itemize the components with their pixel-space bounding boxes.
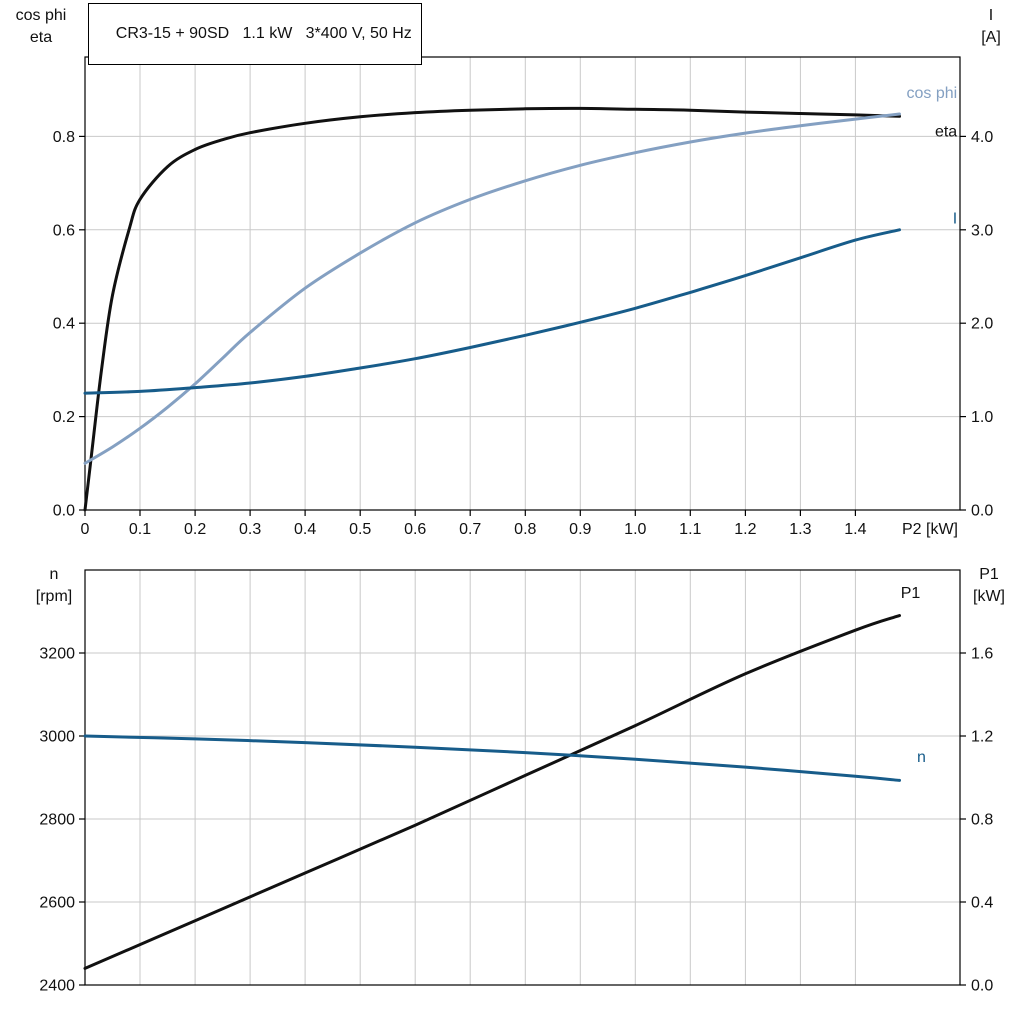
axis-tick-label: 3000 [39,729,75,746]
axis-tick-label: 0.0 [971,978,993,995]
axis-tick-label: 1.3 [789,521,811,538]
axis-tick-label: 1.0 [971,409,993,426]
P1-curve-label: P1 [901,585,921,602]
right-axis-header-top-chart: I [A] [960,5,1022,49]
axis-tick-label: 0.1 [129,521,151,538]
axis-tick-label: 0.3 [239,521,261,538]
axis-header-line: [rpm] [35,588,73,605]
chart-title: CR3-15 + 90SD 1.1 kW 3*400 V, 50 Hz [115,25,412,42]
axis-tick-label: 1.1 [679,521,701,538]
axis-tick-label: 0.0 [971,503,993,520]
plot-frame [84,56,961,511]
plot-frame [84,569,961,986]
axis-header-line: I [988,7,994,24]
axis-tick-label: 0.4 [294,521,316,538]
axis-tick-label: 0.8 [53,129,75,146]
left-axis-header-bottom-chart: n [rpm] [20,564,88,608]
axis-header-line: n [49,566,59,583]
eta-curve [83,106,901,512]
left-axis-header-top-chart: cos phi eta [2,5,80,49]
axis-tick-label: 0.6 [404,521,426,538]
axis-tick-label: 2600 [39,895,75,912]
axis-tick-label: 3.0 [971,222,993,239]
chart-title-box: CR3-15 + 90SD 1.1 kW 3*400 V, 50 Hz [88,3,422,65]
eta-curve-label: eta [935,124,957,141]
P1-curve [83,614,901,970]
axis-tick-label: 0.6 [53,222,75,239]
axis-tick-label: 0.9 [569,521,591,538]
axis-tick-label: 2.0 [971,316,993,333]
axis-tick-label: 0.8 [514,521,536,538]
right-axis-header-bottom-chart: P1 [kW] [956,564,1022,608]
axis-tick-label: 1.2 [734,521,756,538]
axis-tick-label: 1.0 [624,521,646,538]
chart-motor-electrical: 0.0 0.2 0.4 0.6 0.8 0.0 1.0 2.0 3.0 4.0 0 0.1 0.2 0.3… [53,56,993,538]
I-curve-label: I [953,211,957,228]
axis-tick-label: 0 [81,521,90,538]
I-curve [83,228,901,395]
axis-tick-label: 0.2 [184,521,206,538]
cos-phi-curve [83,112,901,465]
axis-tick-label: 0.8 [971,812,993,829]
axis-tick-label: 0.5 [349,521,371,538]
axis-tick-label: 1.4 [844,521,866,538]
chart-speed-power: 2400 2600 2800 3000 3200 0.0 0.4 0.8 1.2 1.6 P1 n [39,569,993,995]
axis-tick-label: 0.7 [459,521,481,538]
axis-tick-label: 2800 [39,812,75,829]
axis-tick-label: 1.6 [971,646,993,663]
axis-header-line: [kW] [973,588,1005,605]
axis-tick-label: 2400 [39,978,75,995]
axis-header-line: [A] [981,29,1001,46]
axis-tick-label: 0.4 [53,316,75,333]
axis-tick-label: 0.4 [971,895,993,912]
axis-header-line: cos phi [15,7,67,24]
axis-tick-label: 0.0 [53,503,75,520]
n-curve-label: n [917,749,926,766]
cos-phi-curve-label: cos phi [906,85,957,102]
axis-header-line: eta [29,29,53,46]
axis-tick-label: 4.0 [971,129,993,146]
axis-header-line: P1 [979,566,999,583]
axis-tick-label: 1.2 [971,729,993,746]
axis-tick-label: 3200 [39,646,75,663]
x-axis-label: P2 [kW] [902,521,958,538]
axis-tick-label: 0.2 [53,409,75,426]
n-curve [83,734,901,782]
